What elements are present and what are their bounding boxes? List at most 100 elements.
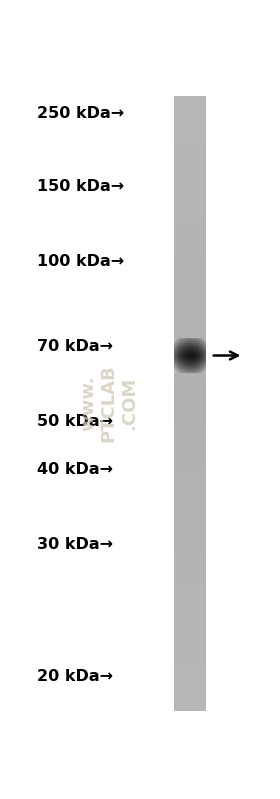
Bar [174, 212, 206, 213]
Bar [174, 325, 206, 327]
Bar [174, 634, 206, 635]
Bar [174, 440, 206, 441]
Bar [174, 526, 206, 527]
Bar [174, 642, 206, 643]
Bar [174, 211, 206, 212]
Bar [174, 103, 206, 104]
Bar [174, 624, 206, 625]
Bar [174, 439, 206, 440]
Bar [174, 131, 206, 132]
Bar [174, 609, 206, 610]
Bar [174, 590, 206, 591]
Bar [174, 406, 206, 407]
Bar [174, 133, 206, 135]
Bar [174, 148, 206, 149]
Bar [174, 265, 206, 266]
Bar [174, 543, 206, 544]
Bar [174, 139, 206, 140]
Bar [174, 296, 206, 297]
Bar [174, 149, 206, 150]
Bar [174, 558, 206, 559]
Bar [174, 510, 206, 511]
Bar [174, 662, 206, 663]
Bar [174, 129, 206, 131]
Bar [174, 110, 206, 111]
Bar [174, 683, 206, 685]
Bar [174, 605, 206, 606]
Bar [174, 127, 206, 128]
Bar [174, 483, 206, 484]
Bar [174, 498, 206, 499]
Bar [174, 337, 206, 338]
Bar [174, 461, 206, 462]
Bar [174, 254, 206, 255]
Bar [174, 346, 206, 347]
Bar [174, 191, 206, 193]
Bar [174, 542, 206, 543]
Bar [174, 563, 206, 564]
Bar [174, 640, 206, 642]
Bar [174, 658, 206, 659]
Bar [174, 522, 206, 523]
Bar [174, 437, 206, 439]
Bar [174, 553, 206, 555]
Bar [174, 387, 206, 388]
Bar [174, 628, 206, 629]
Bar [174, 222, 206, 223]
Bar [174, 476, 206, 477]
Bar [174, 252, 206, 254]
Bar [174, 187, 206, 188]
Bar [174, 274, 206, 276]
Bar [174, 102, 206, 103]
Bar [174, 451, 206, 453]
Bar [174, 629, 206, 630]
Bar [174, 284, 206, 285]
Bar [174, 244, 206, 245]
Bar [174, 345, 206, 346]
Bar [174, 370, 206, 371]
Bar [174, 660, 206, 661]
Bar [174, 407, 206, 408]
Bar [174, 185, 206, 186]
Bar [174, 584, 206, 585]
Bar [174, 327, 206, 328]
Bar [174, 479, 206, 480]
Bar [174, 674, 206, 675]
Bar [174, 709, 206, 710]
Bar [174, 349, 206, 350]
Bar [174, 585, 206, 586]
Bar [174, 165, 206, 167]
Text: 20 kDa→: 20 kDa→ [37, 669, 113, 683]
Bar [174, 659, 206, 660]
Bar [174, 177, 206, 178]
Bar [174, 137, 206, 138]
Bar [174, 368, 206, 370]
Bar [174, 408, 206, 410]
Bar [174, 457, 206, 458]
Bar [174, 300, 206, 301]
Bar [174, 606, 206, 607]
Bar [174, 436, 206, 437]
Bar [174, 340, 206, 341]
Bar [174, 111, 206, 113]
Bar [174, 487, 206, 489]
Bar [174, 208, 206, 209]
Bar [174, 353, 206, 354]
Bar [174, 197, 206, 198]
Bar [174, 630, 206, 631]
Bar [174, 96, 206, 97]
Bar [174, 200, 206, 201]
Bar [174, 632, 206, 633]
Bar [174, 414, 206, 415]
Bar [174, 233, 206, 234]
Bar [174, 422, 206, 423]
Bar [174, 679, 206, 681]
Bar [174, 639, 206, 640]
Bar [174, 420, 206, 421]
Bar [174, 299, 206, 300]
Bar [174, 517, 206, 519]
Bar [174, 619, 206, 620]
Bar [174, 301, 206, 302]
Bar [174, 120, 206, 121]
Bar [174, 512, 206, 513]
